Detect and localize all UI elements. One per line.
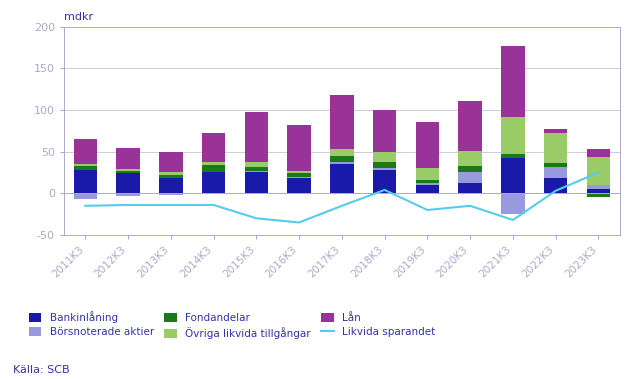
Line: Likvida sparandet: Likvida sparandet xyxy=(85,172,599,222)
Likvida sparandet xyxy=(595,170,603,175)
Bar xyxy=(415,185,439,193)
Bar xyxy=(373,161,396,168)
Likvida sparandet xyxy=(466,204,474,208)
Bar xyxy=(159,152,183,172)
Likvida sparandet xyxy=(552,188,560,193)
Bar xyxy=(288,177,311,178)
Bar xyxy=(587,193,610,197)
Bar xyxy=(202,163,226,165)
Bar xyxy=(73,164,97,166)
Bar xyxy=(373,170,396,193)
Bar xyxy=(501,117,525,154)
Bar xyxy=(330,164,353,193)
Bar xyxy=(544,167,567,178)
Bar xyxy=(159,178,183,193)
Bar xyxy=(159,175,183,178)
Bar xyxy=(501,193,525,214)
Bar xyxy=(116,193,140,196)
Likvida sparandet xyxy=(167,203,174,207)
Bar xyxy=(202,165,226,172)
Bar xyxy=(544,163,567,167)
Bar xyxy=(159,193,183,195)
Bar xyxy=(330,156,353,163)
Bar xyxy=(373,110,396,152)
Bar xyxy=(116,173,140,193)
Legend: Bankinlåning, Börsnoterade aktier, Fondandelar, Övriga likvida tillgångar, Lån, : Bankinlåning, Börsnoterade aktier, Fonda… xyxy=(25,307,440,343)
Bar xyxy=(587,157,610,185)
Bar xyxy=(373,152,396,161)
Bar xyxy=(116,169,140,171)
Likvida sparandet xyxy=(509,218,517,222)
Bar xyxy=(587,185,610,189)
Bar xyxy=(288,171,311,173)
Bar xyxy=(587,189,610,193)
Likvida sparandet xyxy=(295,220,303,225)
Bar xyxy=(159,172,183,175)
Bar xyxy=(415,168,439,180)
Bar xyxy=(458,101,482,151)
Bar xyxy=(458,172,482,183)
Bar xyxy=(116,148,140,169)
Bar xyxy=(73,139,97,164)
Bar xyxy=(415,122,439,168)
Bar xyxy=(415,183,439,185)
Bar xyxy=(330,149,353,156)
Bar xyxy=(288,173,311,177)
Bar xyxy=(73,193,97,199)
Bar xyxy=(245,168,268,171)
Likvida sparandet xyxy=(381,188,389,192)
Likvida sparandet xyxy=(124,203,132,207)
Bar xyxy=(73,166,97,170)
Bar xyxy=(458,151,482,166)
Bar xyxy=(202,133,226,163)
Likvida sparandet xyxy=(424,208,431,212)
Likvida sparandet xyxy=(81,204,89,208)
Bar xyxy=(245,111,268,161)
Bar xyxy=(330,163,353,164)
Bar xyxy=(501,46,525,117)
Text: mdkr: mdkr xyxy=(64,13,93,22)
Bar xyxy=(587,149,610,157)
Text: Källa: SCB: Källa: SCB xyxy=(13,365,70,375)
Bar xyxy=(501,158,525,193)
Bar xyxy=(245,171,268,172)
Bar xyxy=(544,133,567,163)
Bar xyxy=(288,125,311,171)
Bar xyxy=(544,129,567,133)
Bar xyxy=(458,166,482,172)
Bar xyxy=(373,168,396,170)
Bar xyxy=(73,170,97,193)
Likvida sparandet xyxy=(210,203,217,207)
Bar xyxy=(415,180,439,183)
Likvida sparandet xyxy=(338,204,346,208)
Bar xyxy=(501,154,525,158)
Bar xyxy=(202,172,226,193)
Bar xyxy=(544,178,567,193)
Bar xyxy=(116,171,140,173)
Bar xyxy=(330,95,353,149)
Bar xyxy=(458,183,482,193)
Likvida sparandet xyxy=(252,216,260,221)
Bar xyxy=(245,172,268,193)
Bar xyxy=(245,161,268,168)
Bar xyxy=(288,178,311,193)
